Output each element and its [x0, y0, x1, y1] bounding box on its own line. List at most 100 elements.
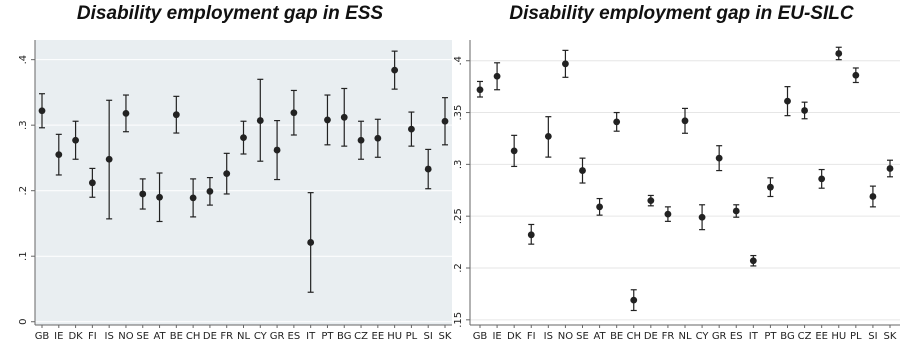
data-point [596, 203, 603, 211]
data-point [698, 213, 706, 221]
x-tick-label: IT [749, 331, 759, 342]
data-point [324, 116, 331, 124]
x-tick-label: EE [815, 331, 828, 342]
x-tick-label: IT [306, 331, 316, 342]
x-tick-label: SI [424, 331, 433, 342]
data-point [527, 231, 535, 239]
x-tick-label: GR [712, 331, 727, 342]
x-tick-label: AT [153, 331, 166, 342]
x-tick-label: SI [868, 331, 877, 342]
data-point [784, 97, 791, 105]
ess-chart-panel: Disability employment gap in ESS 0 .1 .2 .3… [18, 3, 452, 342]
data-point [715, 154, 723, 162]
x-tick-label: EE [372, 331, 385, 342]
x-tick-label: HU [831, 331, 846, 342]
data-point [38, 107, 46, 115]
data-point [647, 197, 655, 205]
data-point [189, 194, 197, 202]
data-point [357, 136, 365, 144]
data-point [749, 257, 757, 265]
data-point [340, 113, 348, 121]
x-tick-label: GR [270, 331, 285, 342]
x-tick-label: PL [850, 331, 862, 342]
x-tick-label: SE [576, 331, 589, 342]
x-tick-label: AT [593, 331, 606, 342]
data-point [681, 117, 689, 125]
y-tick-label: .3 [453, 160, 464, 170]
silc-chart-panel: Disability employment gap in EU-SILC .15… [453, 0, 903, 345]
data-point [886, 165, 894, 172]
x-tick-label: DE [203, 331, 217, 342]
y-tick-label: .3 [18, 120, 29, 130]
data-point [510, 147, 518, 155]
x-tick-label: PL [406, 331, 418, 342]
data-point [767, 183, 774, 191]
data-point [408, 125, 415, 133]
data-point [562, 60, 569, 68]
y-tick-label: .1 [18, 251, 29, 261]
y-tick-label: .2 [18, 186, 29, 196]
x-tick-label: FR [662, 331, 675, 342]
data-point [441, 117, 449, 125]
x-tick-label: ES [288, 331, 301, 342]
x-tick-label: PT [764, 331, 777, 342]
y-tick-label: 0 [18, 319, 29, 325]
x-tick-label: CY [696, 331, 710, 342]
x-tick-label: NL [678, 331, 691, 342]
data-point [156, 193, 163, 201]
y-tick-label: .15 [453, 312, 464, 328]
data-point [307, 239, 315, 246]
data-point [206, 187, 214, 195]
ess-chart-title: Disability employment gap in ESS [76, 3, 384, 24]
data-point [613, 118, 621, 126]
x-tick-label: IE [492, 331, 501, 342]
data-point [818, 175, 826, 183]
y-tick-label: .4 [453, 56, 464, 66]
x-tick-label: GB [473, 331, 488, 342]
x-tick-label: BG [780, 331, 794, 342]
y-tick-label: .35 [453, 105, 464, 121]
x-tick-label: BE [610, 331, 623, 342]
plot-area [35, 40, 452, 325]
x-tick-label: CY [254, 331, 268, 342]
x-tick-label: CZ [354, 331, 368, 342]
x-tick-label: CH [186, 331, 201, 342]
data-point [869, 193, 877, 200]
data-point [139, 190, 147, 198]
y-tick-label: .25 [453, 208, 464, 224]
data-point [801, 107, 808, 114]
x-tick-label: NO [558, 331, 573, 342]
x-tick-label: SE [136, 331, 149, 342]
data-point [105, 155, 113, 163]
data-point [88, 179, 96, 187]
x-tick-label: FR [220, 331, 233, 342]
data-point [664, 210, 672, 218]
data-point [544, 132, 552, 140]
x-tick-label: SK [439, 331, 452, 342]
data-point [493, 72, 501, 80]
plot-area [470, 40, 900, 325]
x-tick-label: GB [35, 331, 50, 342]
ess-chart-svg: 0.1.2.3.4GB IE DK FI IS NO SE AT BE CH DE FR NL CY GR E… [18, 40, 452, 342]
x-tick-label: IE [54, 331, 63, 342]
silc-chart-title: Disability employment gap in EU-SILC [509, 3, 854, 24]
y-tick-label: .4 [18, 55, 29, 65]
x-tick-label: ES [730, 331, 743, 342]
x-tick-label: HU [387, 331, 402, 342]
x-tick-label: FI [88, 331, 97, 342]
data-point [852, 71, 860, 79]
x-tick-label: SK [884, 331, 897, 342]
data-point [55, 151, 63, 159]
data-point [424, 165, 432, 173]
data-point [240, 134, 247, 142]
x-tick-label: NL [237, 331, 250, 342]
x-tick-label: IS [544, 331, 553, 342]
data-point [579, 167, 586, 174]
data-point [256, 117, 264, 124]
x-tick-label: DK [507, 331, 522, 342]
data-point [223, 170, 231, 178]
x-tick-label: PT [321, 331, 334, 342]
x-tick-label: FI [527, 331, 536, 342]
data-point [835, 50, 843, 57]
x-tick-label: BG [337, 331, 351, 342]
